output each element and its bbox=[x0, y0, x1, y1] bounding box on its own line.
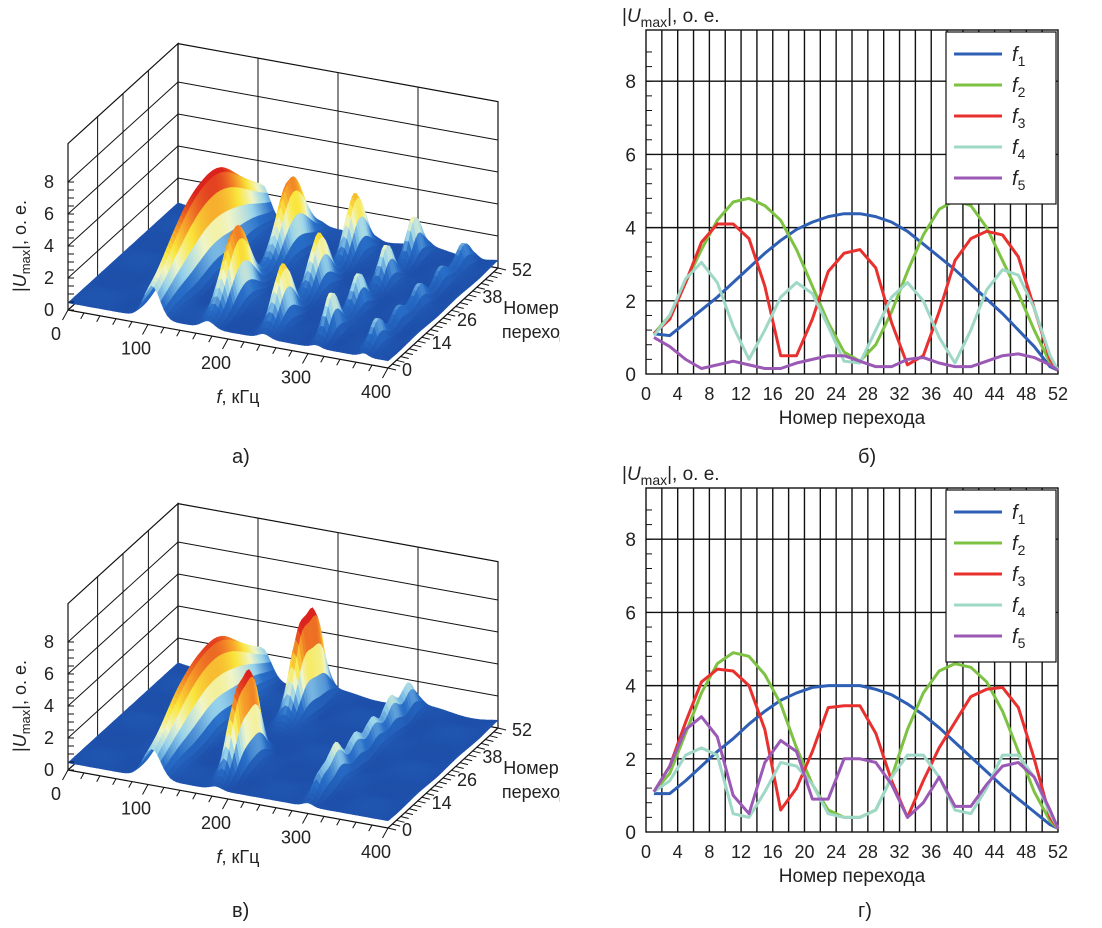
back-grid-z bbox=[177, 113, 499, 173]
back-grid-z bbox=[177, 145, 499, 205]
back-grid-z bbox=[177, 81, 499, 141]
surface-mesh bbox=[67, 167, 499, 362]
